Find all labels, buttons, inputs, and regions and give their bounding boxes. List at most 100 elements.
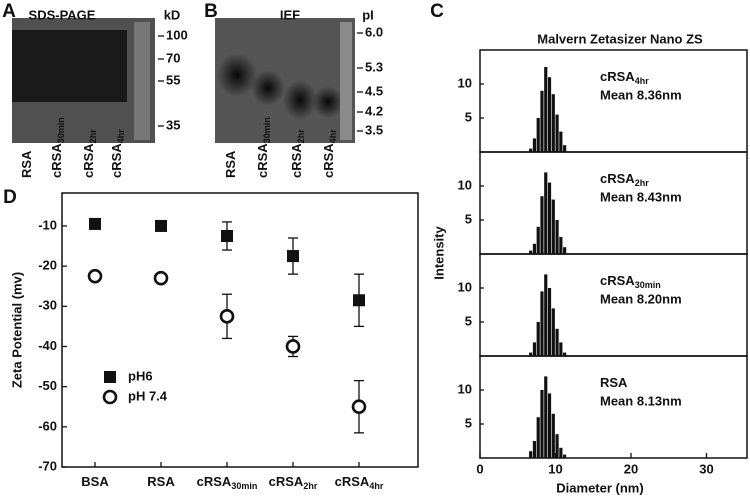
- histogram-bar: [551, 308, 555, 356]
- sample-label-text: RSA: [600, 375, 628, 390]
- sample-label-subscript: 30min: [635, 280, 661, 290]
- lane-label-subscript: 30min: [56, 117, 66, 143]
- histogram-bar: [536, 226, 540, 254]
- y-tick-label: -20: [38, 258, 57, 273]
- x-tick-label: 10: [548, 461, 562, 476]
- legend-label: pH6: [128, 368, 153, 383]
- gel-unit: kD: [164, 7, 181, 22]
- x-tick-label: cRSA2hr: [269, 474, 318, 491]
- histogram-bar: [555, 328, 559, 356]
- plot-frame: [479, 355, 748, 459]
- marker-label: 3.5: [365, 122, 383, 137]
- histogram-bar: [547, 182, 552, 254]
- sample-label: cRSA2hr: [600, 171, 649, 188]
- x-tick-label-text: cRSA: [269, 474, 304, 489]
- lane-label: cRSA4hr: [109, 129, 126, 178]
- lane-label-subscript: 4hr: [116, 129, 126, 144]
- histogram-bar: [529, 451, 533, 458]
- marker-label: 4.5: [365, 83, 383, 98]
- x-tick-label-text: cRSA: [197, 474, 232, 489]
- sample-label-subscript: 4hr: [635, 76, 650, 86]
- histogram-bar: [563, 454, 567, 458]
- histogram-bar: [536, 322, 540, 356]
- gel-smear: [12, 30, 127, 102]
- histogram-bar: [544, 376, 548, 458]
- histogram-bar: [540, 291, 544, 356]
- y-tick-label: 10: [458, 279, 472, 294]
- x-tick-label-text: cRSA: [335, 474, 370, 489]
- lane-label: cRSA30min: [49, 117, 66, 178]
- histogram-bar: [544, 172, 548, 254]
- histogram-bar: [529, 352, 533, 356]
- lane-label: cRSA30min: [255, 117, 272, 178]
- lane-label: RSA: [19, 150, 34, 178]
- lane-label-text: cRSA: [321, 143, 336, 178]
- y-axis-label: Intensity: [431, 226, 446, 280]
- panel-label: A: [2, 1, 16, 22]
- histogram-bar: [555, 114, 559, 152]
- y-tick-label: 5: [465, 211, 472, 226]
- sample-label: cRSA4hr: [600, 69, 649, 86]
- histogram-bar: [532, 441, 537, 458]
- plot-frame: [61, 192, 419, 468]
- sample-label-subscript: 2hr: [635, 178, 650, 188]
- sample-label-text: cRSA: [600, 273, 635, 288]
- x-tick-label: BSA: [81, 474, 109, 489]
- marker-label: 4.2: [365, 103, 383, 118]
- x-axis-label: Diameter (nm): [556, 480, 643, 495]
- y-tick-label: -70: [38, 458, 57, 473]
- point: [155, 219, 167, 232]
- histogram-bar: [532, 243, 537, 254]
- panel-label: B: [204, 1, 218, 22]
- gel-title: SDS-PAGE: [29, 7, 96, 22]
- y-tick-label: -10: [38, 217, 57, 232]
- lane-label: cRSA4hr: [321, 129, 338, 178]
- x-tick-label: 0: [476, 461, 483, 476]
- y-tick-label: 5: [465, 109, 472, 124]
- gel-ladder: [340, 22, 352, 140]
- panel-label: C: [430, 1, 444, 22]
- y-tick-label: 10: [458, 381, 472, 396]
- x-tick-label-text: RSA: [147, 474, 175, 489]
- histogram-bar: [559, 237, 563, 254]
- histogram-bar: [540, 90, 544, 152]
- point: [87, 268, 103, 284]
- histogram-bar: [563, 247, 567, 254]
- histogram-bar: [540, 390, 544, 458]
- sample-label: cRSA30min: [600, 273, 661, 290]
- marker-label: 35: [166, 117, 180, 132]
- sample-label-text: cRSA: [600, 171, 635, 186]
- annotation: Mean 8.13nm: [600, 393, 682, 408]
- x-tick-label: 20: [624, 461, 638, 476]
- point: [221, 229, 233, 242]
- histogram-bar: [540, 196, 544, 254]
- legend-label: pH 7.4: [128, 388, 168, 403]
- histogram-bar: [559, 447, 563, 458]
- lane-label-subscript: 30min: [262, 117, 272, 143]
- histogram-bar: [563, 145, 567, 152]
- histogram-bar: [547, 393, 552, 458]
- legend-marker: [104, 371, 116, 383]
- histogram-bar: [536, 417, 540, 458]
- y-tick-label: 10: [458, 75, 472, 90]
- x-tick-label-text: BSA: [81, 474, 109, 489]
- point: [285, 339, 301, 354]
- lane-label-text: RSA: [223, 150, 238, 178]
- histogram-bar: [532, 342, 537, 356]
- histogram-bar: [544, 67, 548, 152]
- gel-title: IEF: [280, 7, 300, 22]
- histogram-bar: [551, 199, 555, 254]
- legend-marker: [102, 389, 118, 405]
- histogram-bar: [547, 288, 552, 356]
- lane-label-text: cRSA: [255, 143, 270, 178]
- gel-ladder: [134, 22, 150, 140]
- lane-label-text: RSA: [19, 150, 34, 178]
- histogram-bar: [529, 148, 533, 152]
- lane-label-subscript: 4hr: [328, 129, 338, 144]
- x-tick-label-subscript: 2hr: [303, 481, 318, 491]
- x-tick-label-subscript: 4hr: [369, 481, 384, 491]
- y-tick-label: 5: [465, 313, 472, 328]
- y-tick-label: -60: [38, 418, 57, 433]
- y-tick-label: 10: [458, 177, 472, 192]
- histogram-bar: [559, 342, 563, 356]
